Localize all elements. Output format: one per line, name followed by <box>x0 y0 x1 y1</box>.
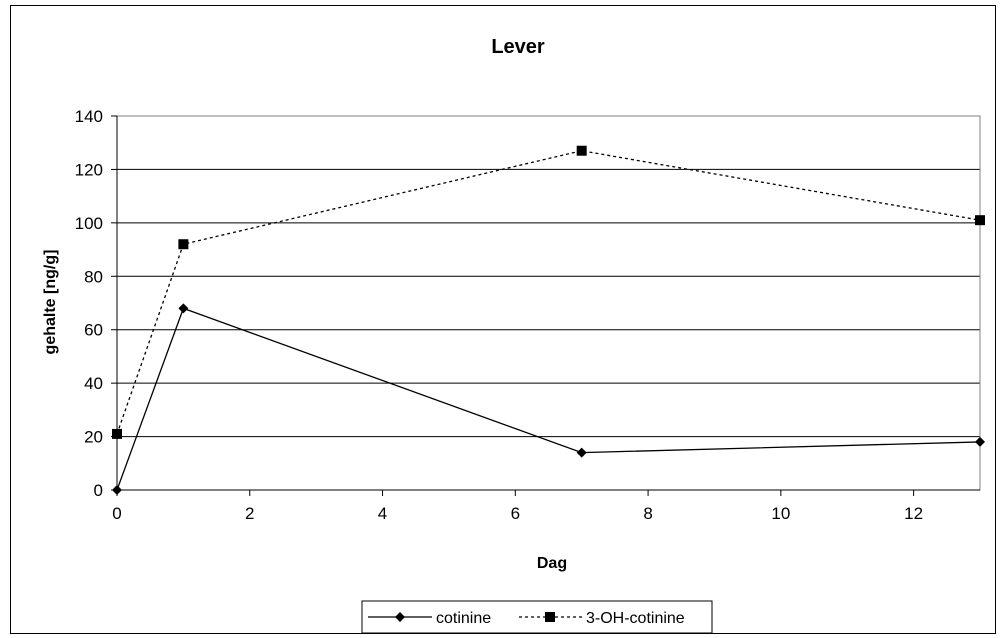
y-tick-label: 120 <box>75 160 103 179</box>
y-tick-label: 140 <box>75 107 103 126</box>
point-diamond <box>975 437 985 447</box>
legend-marker-square <box>545 612 555 622</box>
y-tick-label: 20 <box>84 428 103 447</box>
point-diamond <box>577 448 587 458</box>
point-square <box>112 429 122 439</box>
x-tick-label: 0 <box>112 504 121 523</box>
x-tick-label: 2 <box>245 504 254 523</box>
y-tick-label: 40 <box>84 374 103 393</box>
y-tick-labels: 0 20 40 60 80 100 120 140 <box>75 107 103 500</box>
x-axis-title: Dag <box>537 555 567 572</box>
y-tick-label: 100 <box>75 214 103 233</box>
x-tick-label: 10 <box>771 504 790 523</box>
plot-area <box>117 116 980 490</box>
x-tick-label: 8 <box>643 504 652 523</box>
legend: cotinine 3-OH-cotinine <box>362 601 712 633</box>
y-tick-label: 80 <box>84 267 103 286</box>
y-tick-label: 0 <box>94 481 103 500</box>
chart-title: Lever <box>491 36 545 58</box>
legend-label-cotinine: cotinine <box>436 610 491 627</box>
point-square <box>975 215 985 225</box>
x-tick-label: 12 <box>904 504 923 523</box>
series-line-0 <box>117 308 980 490</box>
y-tick-label: 60 <box>84 321 103 340</box>
point-diamond <box>178 303 188 313</box>
y-axis-title: gehalte [ng/g] <box>42 250 59 355</box>
point-square <box>178 239 188 249</box>
series-line-1 <box>117 151 980 434</box>
series <box>112 146 985 495</box>
gridlines <box>117 116 980 437</box>
x-tick-label: 4 <box>378 504 387 523</box>
point-square <box>577 146 587 156</box>
legend-label-3-oh-cotinine: 3-OH-cotinine <box>586 610 685 627</box>
x-tick-label: 6 <box>511 504 520 523</box>
point-diamond <box>112 485 122 495</box>
x-tick-labels: 0 2 4 6 8 10 12 <box>112 504 923 523</box>
